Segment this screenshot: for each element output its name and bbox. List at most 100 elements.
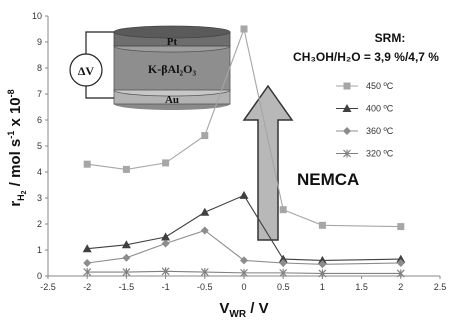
voltage-source-label: ΔV	[78, 64, 95, 78]
data-point	[396, 254, 406, 263]
legend-item: 360 ºC	[336, 126, 394, 136]
x-tick-label: 2	[398, 282, 403, 292]
y-tick-label: 7	[37, 89, 42, 99]
data-point	[318, 260, 327, 269]
x-label-units: / V	[246, 300, 269, 317]
data-point	[318, 269, 327, 278]
cell-wire-top	[85, 31, 114, 54]
y-tick-label: 0	[37, 271, 42, 281]
x-tick-label: -1	[162, 282, 170, 292]
legend-item: 400 ºC	[336, 104, 394, 114]
data-point	[121, 240, 131, 249]
cell-wire-bottom	[85, 86, 114, 99]
y-tick-label: 8	[37, 63, 42, 73]
x-tick-label: -2.5	[40, 282, 56, 292]
data-point	[240, 25, 248, 33]
legend-label: 450 ºC	[366, 81, 394, 91]
data-point	[240, 268, 248, 277]
series-3	[83, 267, 405, 278]
data-point	[279, 259, 288, 267]
y-tick-label: 4	[37, 167, 42, 177]
data-point	[279, 206, 287, 214]
y-tick-label: 5	[37, 141, 42, 151]
data-point	[278, 254, 288, 263]
x-axis-label: VWR / V	[219, 300, 268, 320]
legend-item: 450 ºC	[336, 81, 394, 91]
x-tick-label: 1.5	[355, 282, 368, 292]
x-tick-label: -2	[83, 282, 91, 292]
data-point	[397, 223, 405, 231]
legend-label: 360 ºC	[366, 126, 394, 136]
series-line	[87, 229, 401, 265]
srm-label: SRM:	[375, 31, 406, 45]
y-label-main: r	[7, 201, 24, 207]
series-0	[83, 25, 405, 231]
series-2	[83, 226, 405, 269]
data-point	[122, 165, 130, 173]
y-ticks: 0 1 2 3 4 5 6 7 8 9 10	[32, 11, 48, 281]
nemca-arrow-shape	[242, 84, 294, 241]
legend-marker	[343, 149, 351, 158]
data-point	[239, 190, 249, 199]
cell-au-label: Au	[165, 94, 179, 106]
series-line	[87, 194, 401, 261]
data-point	[83, 160, 91, 168]
legend-marker	[343, 82, 351, 90]
series-line	[87, 27, 401, 228]
data-point	[200, 207, 210, 216]
cell-electrolyte-label: K-βAl₂O₃	[148, 62, 197, 76]
series-line	[87, 270, 401, 274]
nemca-label: NEMCA	[297, 170, 359, 189]
x-ticks: -2.5 -2 -1.5 -1 -0.5 0 0.5 1 1.5 2 2.5	[40, 276, 446, 292]
series-1	[82, 190, 406, 264]
data-point	[396, 259, 405, 267]
data-point	[240, 256, 248, 265]
y-tick-label: 3	[37, 193, 42, 203]
y-label-subsub: 2	[21, 190, 28, 194]
data-point	[200, 226, 209, 235]
cell-diagram: Pt K-βAl₂O₃ Au ΔV	[69, 25, 231, 110]
nemca-arrow	[242, 84, 294, 241]
data-point	[161, 239, 170, 248]
data-point	[122, 253, 131, 262]
cell-pt-label: Pt	[167, 36, 178, 48]
data-point	[82, 244, 92, 253]
x-tick-label: 1	[320, 282, 325, 292]
y-tick-label: 1	[37, 245, 42, 255]
data-point	[279, 268, 288, 277]
series-layer	[82, 25, 406, 278]
legend: 450 ºC 400 ºC 360 ºC 320 ºC	[336, 81, 394, 159]
data-point	[83, 259, 92, 267]
x-label-sub: WR	[229, 309, 246, 320]
data-point	[200, 268, 209, 277]
x-label-main: V	[219, 300, 229, 317]
y-tick-label: 6	[37, 115, 42, 125]
data-point	[161, 232, 171, 241]
x-tick-label: 0.5	[277, 282, 290, 292]
y-label-units: / mol s	[7, 139, 24, 191]
y-label-sub: H	[16, 194, 26, 201]
data-point	[83, 268, 92, 277]
x-tick-label: 2.5	[434, 282, 447, 292]
x-tick-label: 0	[241, 282, 246, 292]
data-point	[317, 255, 327, 264]
data-point	[162, 159, 170, 167]
data-point	[201, 132, 209, 140]
srm-composition: CH₃OH/H₂O = 3,9 %/4,7 %	[293, 50, 439, 64]
legend-marker	[343, 127, 351, 135]
x-tick-label: -0.5	[197, 282, 213, 292]
y-label-exp2: -8	[6, 89, 16, 97]
y-axis-label: rH2 / mol s-1 x 10-8	[6, 89, 28, 206]
y-label-exp1: -1	[6, 131, 16, 139]
legend-item: 320 ºC	[336, 149, 394, 159]
legend-label: 400 ºC	[366, 104, 394, 114]
data-point	[122, 268, 131, 277]
y-tick-label: 10	[32, 11, 42, 21]
y-tick-label: 9	[37, 37, 42, 47]
voltage-source	[69, 53, 103, 87]
y-tick-label: 2	[37, 219, 42, 229]
x-tick-label: -1.5	[119, 282, 135, 292]
legend-label: 320 ºC	[366, 149, 394, 159]
data-point	[318, 221, 326, 229]
